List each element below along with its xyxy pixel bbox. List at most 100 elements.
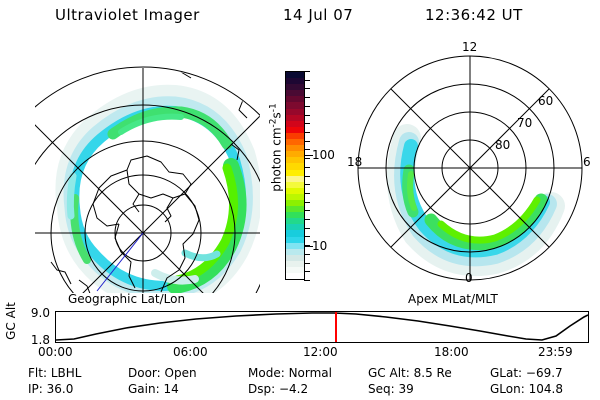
instrument-title: Ultraviolet Imager — [55, 6, 200, 24]
orbit-ytick-max: 9.0 — [30, 306, 50, 320]
colorbar-swatch-17 — [286, 175, 304, 182]
orbit-xtick-4: 23:59 — [538, 345, 573, 359]
orbit-altitude-panel[interactable]: GC Alt 9.0 1.8 00:00 06:00 12:00 18:00 2… — [0, 302, 600, 360]
status-gcalt: GC Alt: 8.5 Re — [368, 366, 452, 380]
colorbar-swatch-0 — [286, 72, 304, 79]
status-seq-value: 39 — [398, 382, 414, 396]
status-glon-label: GLon: — [490, 382, 525, 396]
colorbar-minor-tick — [304, 227, 310, 229]
colorbar-minor-tick — [304, 71, 310, 72]
status-seq: Seq: 39 — [368, 382, 414, 396]
colorbar-tick-label-10: 10 — [312, 238, 328, 253]
status-ip-value: 36.0 — [46, 382, 74, 396]
status-ip-label: IP: — [28, 382, 43, 396]
colorbar-swatch-2 — [286, 84, 304, 91]
colorbar-swatch-8 — [286, 120, 304, 127]
colorbar-minor-tick — [304, 149, 310, 151]
mlt-label-18: 18 — [347, 155, 363, 169]
colorbar-unit-mid: s — [269, 112, 284, 119]
colorbar-swatch-29 — [286, 248, 304, 255]
mlt-label-0: 0 — [465, 271, 473, 285]
status-glat-label: GLat: — [490, 366, 523, 380]
colorbar-minor-tick — [304, 201, 310, 203]
status-mode-value: Normal — [288, 366, 332, 380]
mlat-label-70: 70 — [517, 116, 533, 130]
colorbar-swatch-26 — [286, 230, 304, 237]
colorbar-minor-tick — [304, 253, 310, 255]
colorbar-minor-tick — [304, 184, 310, 186]
colorbar-swatch-4 — [286, 96, 304, 103]
coastline-outlines — [50, 68, 248, 293]
geographic-map-caption: Geographic Lat/Lon — [68, 292, 186, 306]
status-door: Door: Open — [128, 366, 197, 380]
status-ip: IP: 36.0 — [28, 382, 73, 396]
header-bar: Ultraviolet Imager 14 Jul 07 12:36:42 UT — [0, 6, 600, 28]
colorbar-swatch-22 — [286, 206, 304, 213]
colorbar-swatch-31 — [286, 260, 304, 267]
status-readout: Flt: LBHL Door: Open Mode: Normal GC Alt… — [0, 366, 600, 400]
colorbar-minor-tick — [304, 219, 310, 221]
geographic-map-panel[interactable] — [35, 48, 260, 293]
colorbar-swatch-3 — [286, 90, 304, 97]
colorbar-swatch-32 — [286, 267, 304, 274]
colorbar-minor-tick — [304, 123, 310, 125]
status-mode: Mode: Normal — [248, 366, 332, 380]
apex-mlat-mlt-panel[interactable]: 12 18 6 0 60 70 80 — [345, 40, 595, 294]
status-mode-label: Mode: — [248, 366, 285, 380]
colorbar-major-tick — [304, 245, 313, 247]
status-glon: GLon: 104.8 — [490, 382, 563, 396]
colorbar-gradient[interactable] — [285, 71, 305, 280]
colorbar-minor-tick — [304, 192, 310, 194]
orbit-xtick-3: 18:00 — [434, 345, 469, 359]
colorbar-swatch-12 — [286, 145, 304, 152]
colorbar-panel[interactable]: photon cm-2s-1 100 10 — [258, 62, 358, 292]
colorbar-axis-label: photon cm-2s-1 — [269, 78, 284, 218]
colorbar-minor-tick — [304, 166, 310, 168]
colorbar-minor-tick — [304, 262, 310, 264]
colorbar-minor-tick — [304, 88, 310, 90]
status-seq-label: Seq: — [368, 382, 395, 396]
terminator-indicator-line — [96, 232, 144, 292]
colorbar-swatch-19 — [286, 187, 304, 194]
status-gcalt-label: GC Alt: — [368, 366, 410, 380]
colorbar-swatch-13 — [286, 151, 304, 158]
colorbar-swatch-1 — [286, 78, 304, 85]
colorbar-swatch-6 — [286, 108, 304, 115]
status-gain-label: Gain: — [128, 382, 160, 396]
status-flt-value: LBHL — [50, 366, 82, 380]
colorbar-minor-tick — [304, 271, 310, 273]
colorbar-swatch-20 — [286, 193, 304, 200]
colorbar-swatch-21 — [286, 199, 304, 207]
colorbar-unit-main: photon cm — [269, 127, 284, 192]
meridian-grid-lines — [35, 68, 260, 293]
status-gain-value: 14 — [163, 382, 179, 396]
status-gain: Gain: 14 — [128, 382, 179, 396]
mlt-spokes — [358, 56, 582, 280]
geographic-map-svg — [35, 66, 260, 293]
colorbar-minor-tick — [304, 210, 310, 212]
colorbar-swatch-5 — [286, 102, 304, 109]
colorbar-minor-tick — [304, 280, 310, 281]
colorbar-swatch-24 — [286, 218, 304, 225]
status-dsp: Dsp: −4.2 — [248, 382, 308, 396]
orbit-altitude-plot[interactable] — [55, 311, 589, 343]
mlt-label-12: 12 — [462, 40, 478, 54]
orbit-xtick-2: 12:00 — [303, 345, 338, 359]
orbit-altitude-trace — [56, 312, 588, 341]
colorbar-unit-exp1: -2 — [268, 118, 279, 128]
status-glon-value: 104.8 — [528, 382, 563, 396]
colorbar-minor-tick — [304, 175, 310, 177]
status-gcalt-value: 8.5 Re — [413, 366, 452, 380]
orbit-y-axis-label: GC Alt — [4, 302, 18, 340]
colorbar-minor-tick — [304, 114, 310, 116]
colorbar-swatch-7 — [286, 114, 304, 121]
status-dsp-label: Dsp: — [248, 382, 276, 396]
orbit-ytick-min: 1.8 — [30, 333, 50, 347]
mlat-label-80: 80 — [495, 138, 511, 152]
apex-dial-svg — [357, 55, 583, 281]
current-time-cursor[interactable] — [335, 312, 338, 342]
colorbar-swatch-23 — [286, 212, 304, 219]
colorbar-minor-tick — [304, 158, 310, 160]
colorbar-swatch-33 — [286, 273, 304, 280]
colorbar-swatch-27 — [286, 236, 304, 243]
